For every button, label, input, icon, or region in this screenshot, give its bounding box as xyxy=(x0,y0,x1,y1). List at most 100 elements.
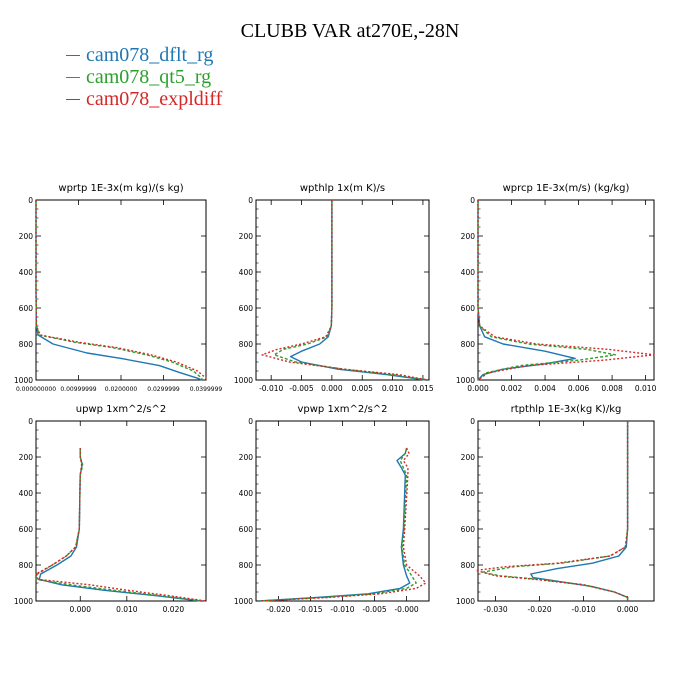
panel-frame xyxy=(35,420,207,602)
x-tick-label: 0.015 xyxy=(412,384,434,393)
x-tick-label: -0.010 xyxy=(572,605,596,614)
y-tick-label: 400 xyxy=(461,489,476,498)
x-tick-label: 0.000 xyxy=(467,384,489,393)
y-tick-label: 0 xyxy=(248,417,253,426)
panel-3: wprcp 1E-3x(m/s) (kg/kg) 0 200 400 600 800 100… xyxy=(456,183,657,393)
legend-item-dflt: cam078_dflt_rg xyxy=(66,44,222,66)
panel-title: wprcp 1E-3x(m/s) (kg/kg) xyxy=(503,183,630,194)
panel-title: wprtp 1E-3x(m kg)/(s kg) xyxy=(58,183,183,194)
panel-title: upwp 1xm^2/s^2 xyxy=(76,404,166,415)
x-tick-label: 0.00999999 xyxy=(60,386,96,393)
x-tick-label: 0.010 xyxy=(635,384,657,393)
series-line xyxy=(289,200,427,381)
x-tick-label: 0.020 xyxy=(163,605,185,614)
series-line xyxy=(477,200,655,381)
figure-title: CLUBB VAR at270E,-28N xyxy=(240,20,460,42)
x-tick-label: 0.0299999 xyxy=(147,386,180,393)
y-tick-label: 600 xyxy=(461,525,476,534)
y-tick-label: 800 xyxy=(461,340,476,349)
y-tick-label: 800 xyxy=(461,561,476,570)
x-tick-label: -0.020 xyxy=(528,605,552,614)
legend-item-qt5: cam078_qt5_rg xyxy=(66,66,222,88)
panel-4: upwp 1xm^2/s^2 0 200 400 600 800 1000 0.000 0.01… xyxy=(14,404,207,614)
x-tick-label: 0.0399999 xyxy=(190,386,223,393)
legend-swatch-expldiff xyxy=(66,98,80,100)
y-tick-label: 400 xyxy=(461,268,476,277)
x-tick-label: 0.006 xyxy=(568,384,590,393)
panel-5: vpwp 1xm^2/s^2 0 200 400 600 800 1000 -0.020 -0.… xyxy=(234,404,430,614)
y-tick-label: 200 xyxy=(239,232,254,241)
series-line xyxy=(35,448,207,602)
legend-swatch-qt5 xyxy=(66,76,80,78)
legend-swatch-dflt xyxy=(66,54,80,56)
y-tick-label: 0 xyxy=(248,196,253,205)
x-tick-label: -0.005 xyxy=(289,384,313,393)
legend-item-expldiff: cam078_expldiff xyxy=(66,88,222,110)
x-tick-label: 0.005 xyxy=(351,384,373,393)
y-tick-label: 400 xyxy=(239,489,254,498)
panel-title: wpthlp 1x(m K)/s xyxy=(300,183,385,194)
series-line xyxy=(477,200,576,381)
series-line xyxy=(259,447,411,602)
panel-2: wpthlp 1x(m K)/s 0 200 400 600 800 1000 -0.010-… xyxy=(234,183,434,393)
x-tick-label: -0.010 xyxy=(259,384,283,393)
y-tick-label: 1000 xyxy=(14,376,33,385)
x-tick-label: 0.000 xyxy=(70,605,92,614)
y-tick-label: 800 xyxy=(239,340,254,349)
legend-label-dflt: cam078_dflt_rg xyxy=(86,44,214,66)
series-line xyxy=(38,448,202,602)
panel-title: rtpthlp 1E-3x(kg K)/kg xyxy=(511,404,622,415)
series-line xyxy=(35,200,203,380)
y-tick-label: 1000 xyxy=(234,376,253,385)
x-tick-label: -0.015 xyxy=(298,605,322,614)
x-tick-label: 0.000000000 xyxy=(16,386,56,393)
y-tick-label: 800 xyxy=(19,340,34,349)
y-tick-label: 1000 xyxy=(14,597,33,606)
y-tick-label: 200 xyxy=(461,453,476,462)
y-tick-label: 1000 xyxy=(456,597,475,606)
y-tick-label: 400 xyxy=(19,268,34,277)
x-tick-label: 0.010 xyxy=(382,384,404,393)
series-line xyxy=(481,421,629,601)
x-tick-label: 0.004 xyxy=(534,384,556,393)
panel-frame xyxy=(35,199,207,381)
y-tick-label: 200 xyxy=(19,453,34,462)
panel-6: rtpthlp 1E-3x(kg K)/kg02004006008001000-… xyxy=(456,404,655,614)
x-tick-label: 0.010 xyxy=(116,605,138,614)
x-tick-label: 0.002 xyxy=(501,384,523,393)
y-tick-label: 0 xyxy=(28,417,33,426)
series-line xyxy=(35,448,202,602)
y-tick-label: 600 xyxy=(239,304,254,313)
x-tick-label: -0.000 xyxy=(394,605,418,614)
x-tick-label: 0.000 xyxy=(617,605,639,614)
panel-1: wprtp 1E-3x(m kg)/(s kg) 0 200 400 600 800 100… xyxy=(14,183,222,393)
series-line xyxy=(475,421,629,601)
x-tick-label: 0.000 xyxy=(321,384,343,393)
legend-label-qt5: cam078_qt5_rg xyxy=(86,66,212,88)
y-tick-label: 600 xyxy=(19,525,34,534)
y-tick-label: 0 xyxy=(28,196,33,205)
y-tick-label: 400 xyxy=(239,268,254,277)
x-tick-label: -0.020 xyxy=(266,605,290,614)
series-line xyxy=(259,447,417,602)
series-line xyxy=(259,447,427,602)
y-tick-label: 400 xyxy=(19,489,34,498)
y-tick-label: 200 xyxy=(239,453,254,462)
panel-frame xyxy=(255,199,430,381)
series-line xyxy=(35,200,203,381)
panel-frame xyxy=(255,420,430,602)
series-line xyxy=(35,200,207,380)
y-tick-label: 800 xyxy=(19,561,34,570)
y-tick-label: 200 xyxy=(461,232,476,241)
y-tick-label: 0 xyxy=(470,196,475,205)
y-tick-label: 200 xyxy=(19,232,34,241)
y-tick-label: 600 xyxy=(239,525,254,534)
y-tick-label: 1000 xyxy=(456,376,475,385)
y-tick-label: 800 xyxy=(239,561,254,570)
y-tick-label: 600 xyxy=(19,304,34,313)
legend-label-expldiff: cam078_expldiff xyxy=(86,88,223,110)
series-line xyxy=(261,200,428,381)
panel-title: vpwp 1xm^2/s^2 xyxy=(297,404,387,415)
